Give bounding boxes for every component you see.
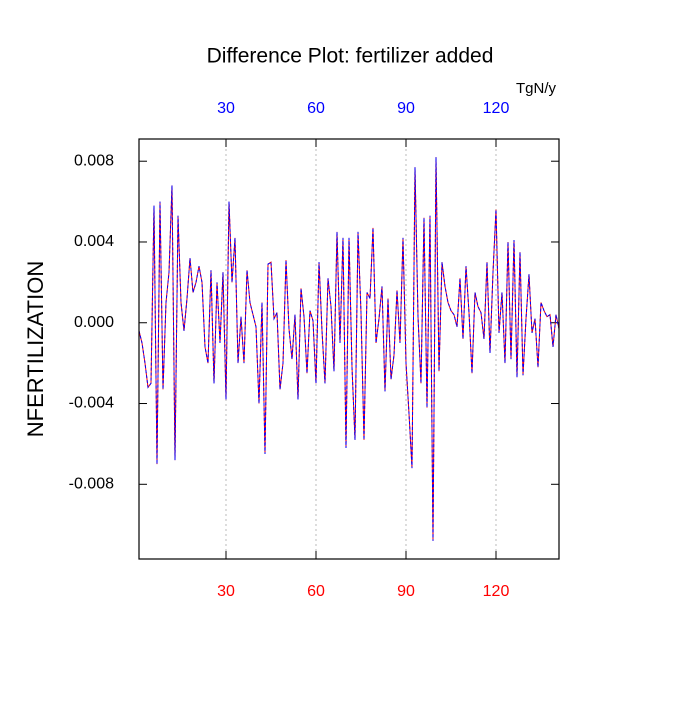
y-tick-label: -0.008 [69, 476, 114, 493]
y-tick-label: 0.004 [74, 233, 114, 250]
x2-tick-label: 90 [397, 100, 415, 117]
x2-axis-label: TgN/y [516, 80, 557, 97]
y-tick-label: 0.000 [74, 314, 114, 331]
y-tick-label: -0.004 [69, 395, 114, 412]
x-tick-label: 60 [307, 583, 325, 600]
y-tick-label: 0.008 [74, 152, 114, 169]
x-tick-label: 120 [483, 583, 510, 600]
data-line-overlay [138, 157, 560, 541]
x-tick-label: 30 [217, 583, 235, 600]
y-axis-label: NFERTILIZATION [23, 261, 48, 437]
x2-tick-label: 30 [217, 100, 235, 117]
chart-title: Difference Plot: fertilizer added [207, 45, 494, 68]
x2-tick-label: 120 [483, 100, 510, 117]
x2-tick-label: 60 [307, 100, 325, 117]
x-tick-label: 90 [397, 583, 415, 600]
plot-frame [138, 138, 560, 560]
